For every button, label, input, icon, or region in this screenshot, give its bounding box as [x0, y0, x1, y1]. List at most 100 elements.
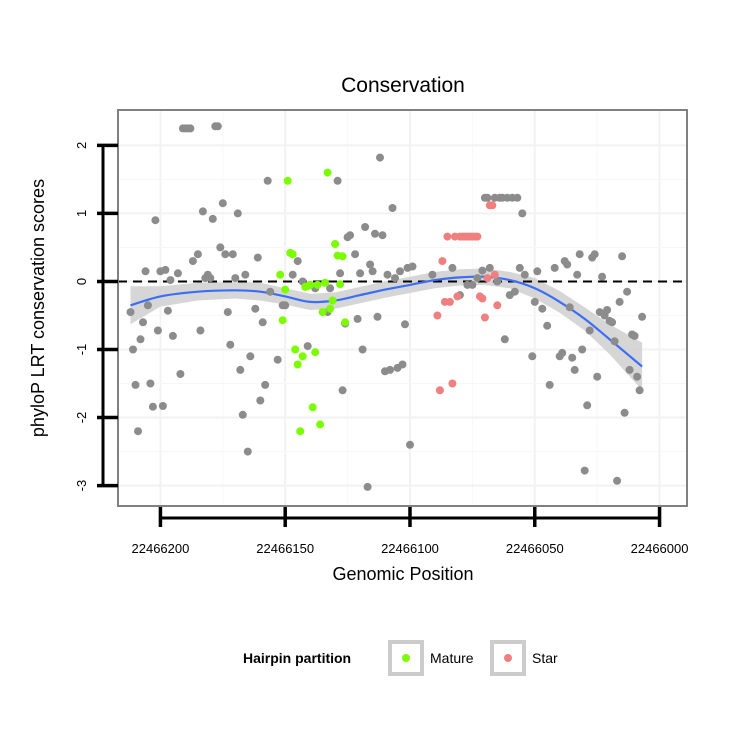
legend-label: Star — [532, 650, 558, 666]
other-point — [188, 257, 197, 266]
other-point — [493, 277, 502, 286]
mature-point — [328, 296, 337, 305]
other-point — [136, 335, 145, 344]
other-point — [293, 257, 302, 266]
other-point — [368, 267, 377, 276]
other-point — [625, 365, 634, 374]
other-point — [236, 365, 245, 374]
other-point — [635, 386, 644, 395]
other-point — [408, 262, 417, 271]
other-point — [261, 380, 270, 389]
mature-point — [326, 304, 335, 313]
other-point — [401, 320, 409, 329]
other-point — [610, 337, 619, 346]
other-point — [258, 318, 267, 327]
other-point — [213, 122, 222, 131]
star-point — [483, 274, 492, 283]
legend: Hairpin partition Mature Star — [243, 640, 558, 676]
other-point — [288, 270, 297, 279]
star-point — [488, 201, 497, 210]
x-tick-label: 22466050 — [506, 541, 564, 556]
other-point — [176, 370, 185, 378]
other-point — [139, 318, 147, 327]
mature-point — [306, 280, 315, 289]
other-point — [468, 280, 477, 289]
other-point — [371, 229, 379, 238]
other-point — [608, 318, 617, 327]
star-point — [473, 232, 482, 241]
other-point — [153, 326, 162, 335]
mature-point — [311, 348, 320, 357]
other-point — [593, 372, 602, 381]
other-point — [223, 308, 232, 317]
other-point — [326, 284, 335, 293]
other-point — [530, 297, 539, 306]
plot-panel — [118, 110, 687, 506]
mature-point — [321, 278, 330, 287]
other-point — [263, 176, 272, 185]
other-point — [346, 231, 355, 240]
other-point — [578, 345, 587, 354]
other-point — [550, 263, 559, 272]
other-point — [353, 314, 362, 323]
other-point — [266, 287, 275, 296]
other-point — [603, 306, 612, 314]
other-point — [221, 250, 230, 259]
other-point — [568, 353, 577, 362]
legend-title: Hairpin partition — [243, 650, 351, 666]
mature-point — [293, 360, 302, 369]
other-point — [208, 214, 217, 223]
mature-point — [291, 345, 300, 354]
other-point — [226, 340, 235, 349]
other-point — [406, 440, 414, 449]
other-point — [303, 342, 312, 351]
other-point — [356, 269, 365, 278]
other-point — [163, 306, 172, 315]
other-point — [129, 345, 137, 354]
mature-point — [341, 318, 350, 327]
other-point — [241, 270, 250, 279]
other-point — [620, 408, 629, 417]
mature-point — [296, 427, 305, 436]
other-point — [583, 401, 592, 410]
other-point — [478, 266, 487, 275]
star-point — [478, 294, 487, 303]
other-point — [238, 410, 247, 419]
other-point — [585, 326, 594, 335]
legend-entry-star: Star — [490, 640, 558, 676]
smooth-curve — [130, 275, 643, 368]
mature-point — [308, 403, 317, 412]
other-point — [218, 199, 227, 208]
other-point — [256, 396, 265, 405]
y-tick-label: -2 — [74, 412, 89, 424]
star-point — [448, 379, 457, 388]
other-point — [638, 312, 647, 321]
other-point — [573, 270, 582, 279]
other-point — [126, 308, 135, 317]
other-point — [510, 287, 519, 296]
other-point — [228, 250, 237, 259]
other-point — [483, 193, 492, 202]
x-axis: 22466200 22466150 22466100 22466050 22466000 — [132, 507, 688, 556]
mature-point — [298, 352, 307, 361]
star-point — [443, 232, 452, 241]
mature-point — [331, 240, 340, 248]
y-axis: 2 1 0 -1 -2 -3 — [74, 142, 118, 491]
other-point — [543, 321, 552, 330]
other-point — [151, 216, 160, 225]
other-point — [618, 252, 627, 261]
other-point — [386, 365, 394, 374]
confidence-band — [130, 268, 643, 391]
legend-label: Mature — [430, 650, 474, 666]
other-point — [141, 267, 150, 276]
mature-point — [323, 168, 332, 177]
other-point — [538, 304, 547, 313]
other-point — [623, 287, 632, 296]
star-point — [480, 313, 489, 322]
other-point — [158, 402, 167, 410]
other-point — [565, 303, 574, 312]
other-point — [281, 301, 290, 310]
other-point — [173, 269, 182, 278]
